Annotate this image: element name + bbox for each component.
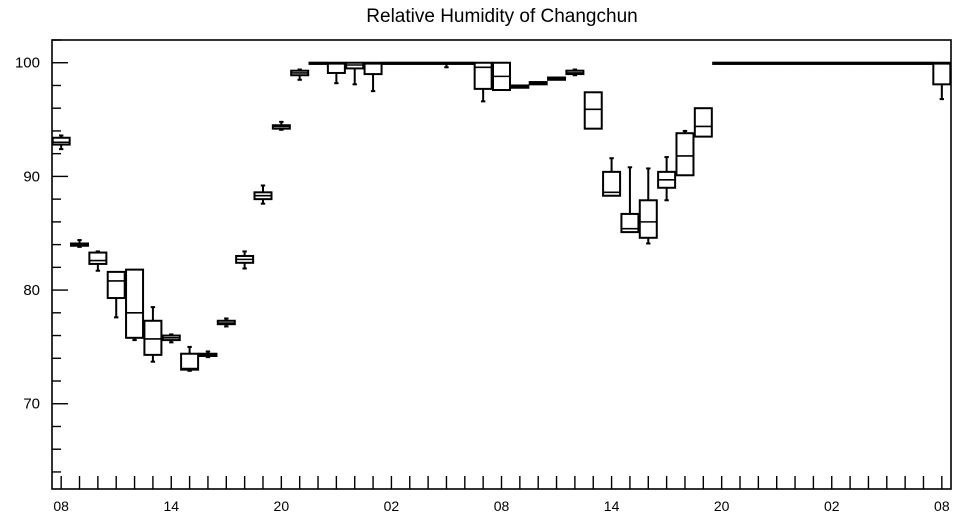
box-hour-16 xyxy=(345,61,365,86)
box-hour-22 xyxy=(455,61,475,65)
chart-title: Relative Humidity of Changchun xyxy=(366,6,637,27)
y-tick-label: 100 xyxy=(15,55,40,72)
box-hour-39 xyxy=(767,61,787,65)
box-hour-35 xyxy=(693,107,713,138)
box-hour-7 xyxy=(180,345,200,372)
box-hour-31 xyxy=(620,166,640,234)
box-hour-48 xyxy=(932,61,952,101)
box-hour-41 xyxy=(803,61,823,65)
y-tick-label: 70 xyxy=(23,396,40,413)
x-tick-label: 02 xyxy=(384,498,400,514)
box-hour-25 xyxy=(510,84,530,89)
box-hour-1 xyxy=(70,239,90,248)
box-hour-32 xyxy=(638,167,658,245)
box-hour-8 xyxy=(198,350,218,359)
box-hour-28 xyxy=(565,68,585,77)
box-hour-23 xyxy=(473,61,493,103)
box-iqr xyxy=(51,136,71,146)
box-hour-37 xyxy=(730,61,750,65)
box-hour-10 xyxy=(235,250,255,270)
box-hour-9 xyxy=(216,317,236,328)
box-series xyxy=(51,61,952,372)
box-hour-14 xyxy=(308,61,328,65)
box-hour-13 xyxy=(290,68,310,81)
box-hour-38 xyxy=(748,61,768,65)
box-hour-20 xyxy=(418,61,438,65)
plot-frame xyxy=(51,39,952,490)
x-tick-label: 08 xyxy=(934,498,950,514)
box-hour-27 xyxy=(547,76,567,81)
box-iqr xyxy=(88,251,108,265)
box-hour-43 xyxy=(840,61,860,65)
x-tick-label: 02 xyxy=(824,498,840,514)
x-tick-label: 08 xyxy=(494,498,510,514)
box-hour-26 xyxy=(528,81,548,86)
x-tick-label: 20 xyxy=(714,498,730,514)
box-hour-46 xyxy=(895,61,915,65)
box-iqr xyxy=(638,199,658,239)
box-hour-34 xyxy=(675,129,695,177)
box-hour-17 xyxy=(363,61,383,93)
box-hour-40 xyxy=(785,61,805,65)
box-iqr xyxy=(693,107,713,138)
box-hour-42 xyxy=(822,61,842,65)
box-iqr xyxy=(180,352,200,371)
box-iqr xyxy=(125,268,145,339)
box-iqr xyxy=(106,270,126,300)
box-hour-44 xyxy=(858,61,878,65)
box-hour-29 xyxy=(583,91,603,130)
x-tick-label: 14 xyxy=(604,498,620,514)
box-hour-11 xyxy=(253,184,273,205)
x-axis: 08 14 20 02 08 14 20 02 08 xyxy=(53,476,950,514)
box-hour-33 xyxy=(657,156,677,202)
box-hour-24 xyxy=(492,61,511,92)
plot-area: 70 80 90 100 08 14 20 02 08 14 20 02 08 xyxy=(15,39,952,514)
y-tick-label: 80 xyxy=(23,282,40,299)
box-hour-6 xyxy=(161,333,181,344)
box-iqr xyxy=(932,61,952,86)
box-hour-47 xyxy=(913,61,933,65)
box-hour-3 xyxy=(106,270,126,319)
box-hour-30 xyxy=(602,157,622,197)
y-axis: 70 80 90 100 xyxy=(15,39,68,473)
x-tick-label: 08 xyxy=(53,498,69,514)
box-hour-21 xyxy=(436,61,456,69)
y-tick-label: 90 xyxy=(23,168,40,185)
box-iqr xyxy=(583,91,603,130)
box-hour-19 xyxy=(400,61,420,65)
box-hour-0 xyxy=(51,134,71,151)
box-hour-45 xyxy=(877,61,897,65)
x-tick-label: 20 xyxy=(274,498,290,514)
box-iqr xyxy=(675,132,695,177)
box-hour-18 xyxy=(381,61,401,65)
box-hour-12 xyxy=(271,120,291,131)
box-iqr xyxy=(143,319,163,356)
box-hour-4 xyxy=(125,268,145,342)
box-hour-5 xyxy=(143,306,163,363)
box-hour-2 xyxy=(88,250,108,272)
box-hour-36 xyxy=(712,61,732,65)
x-tick-label: 14 xyxy=(163,498,179,514)
box-hour-15 xyxy=(326,61,346,85)
